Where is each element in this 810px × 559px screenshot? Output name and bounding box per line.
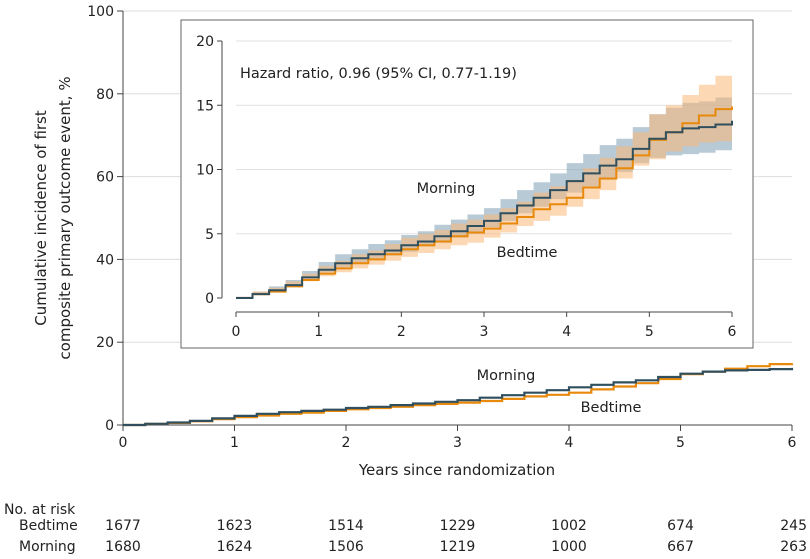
inset-series-line-morning — [236, 120, 733, 299]
risk-value-morning: 263 — [780, 539, 807, 555]
inset-y-tick-label: 0 — [205, 291, 214, 307]
inset-x-tick-label: 5 — [645, 324, 654, 340]
risk-row-label-morning: Morning — [19, 539, 76, 555]
main-x-tick-label: 6 — [788, 435, 797, 451]
inset-x-tick-label: 1 — [314, 324, 323, 340]
main-label-morning: Morning — [477, 368, 536, 384]
main-y-tick-label: 20 — [96, 335, 114, 351]
inset-x-tick-label: 6 — [728, 324, 737, 340]
main-y-tick-label: 60 — [96, 170, 114, 186]
main-x-tick-label: 3 — [453, 435, 462, 451]
risk-value-bedtime: 245 — [780, 518, 807, 534]
inset-annotation: Hazard ratio, 0.96 (95% CI, 0.77-1.19) — [240, 66, 517, 82]
main-x-tick-label: 5 — [676, 435, 685, 451]
inset-x-tick-label: 2 — [397, 324, 406, 340]
inset-label-bedtime: Bedtime — [497, 245, 558, 261]
risk-value-morning: 667 — [667, 539, 694, 555]
risk-value-bedtime: 1677 — [105, 518, 141, 534]
main-x-tick-label: 2 — [342, 435, 351, 451]
risk-values: 1677 1623 1514 1229 1002 674 245 1680 1624 1506 12… — [105, 518, 807, 555]
risk-value-bedtime: 1002 — [551, 518, 587, 534]
x-axis-title: Years since randomization — [358, 461, 555, 479]
main-y-tick-label: 0 — [105, 418, 114, 434]
risk-row-label-bedtime: Bedtime — [19, 518, 78, 534]
inset-x-tick-label: 3 — [480, 324, 489, 340]
main-series — [123, 363, 794, 427]
y-axis-title-line2: composite primary outcome event, % — [56, 76, 74, 359]
inset-confidence-bands — [236, 71, 732, 299]
main-series-line-bedtime — [123, 363, 794, 427]
risk-table: No. at risk Bedtime Morning 1677 1623 1514… — [4, 502, 807, 555]
inset-y-tick-label: 15 — [196, 98, 214, 114]
risk-value-morning: 1506 — [328, 539, 364, 555]
main-x-tick-label: 0 — [119, 435, 128, 451]
inset-y-tick-label: 5 — [205, 227, 214, 243]
y-axis-title-line1: Cumulative incidence of first — [32, 110, 50, 326]
inset-panel: 0 5 10 15 20 0 1 2 3 4 5 6 Hazard ratio, 0.96 (95% … — [180, 19, 754, 349]
risk-value-bedtime: 1623 — [217, 518, 253, 534]
inset-grid — [236, 40, 732, 235]
risk-value-bedtime: 674 — [667, 518, 694, 534]
inset-y-tick-label: 10 — [196, 163, 214, 179]
inset-series — [236, 106, 733, 299]
risk-table-title: No. at risk — [4, 502, 76, 518]
risk-value-bedtime: 1514 — [328, 518, 364, 534]
inset-frame — [180, 19, 754, 349]
main-y-tick-label: 80 — [96, 87, 114, 103]
risk-value-morning: 1680 — [105, 539, 141, 555]
main-x-tick-label: 1 — [230, 435, 239, 451]
main-label-bedtime: Bedtime — [581, 400, 642, 416]
risk-value-morning: 1000 — [551, 539, 587, 555]
inset-axes: 0 5 10 15 20 0 1 2 3 4 5 6 — [196, 34, 736, 340]
inset-x-tick-label: 4 — [562, 324, 571, 340]
main-series-line-morning — [123, 367, 794, 427]
main-y-tick-label: 40 — [96, 252, 114, 268]
risk-value-bedtime: 1229 — [440, 518, 476, 534]
risk-value-morning: 1624 — [217, 539, 253, 555]
inset-label-morning: Morning — [417, 181, 476, 197]
main-y-tick-label: 100 — [87, 4, 114, 20]
risk-value-morning: 1219 — [440, 539, 476, 555]
main-x-tick-label: 4 — [565, 435, 574, 451]
inset-y-tick-label: 20 — [196, 34, 214, 50]
inset-x-tick-label: 0 — [232, 324, 241, 340]
